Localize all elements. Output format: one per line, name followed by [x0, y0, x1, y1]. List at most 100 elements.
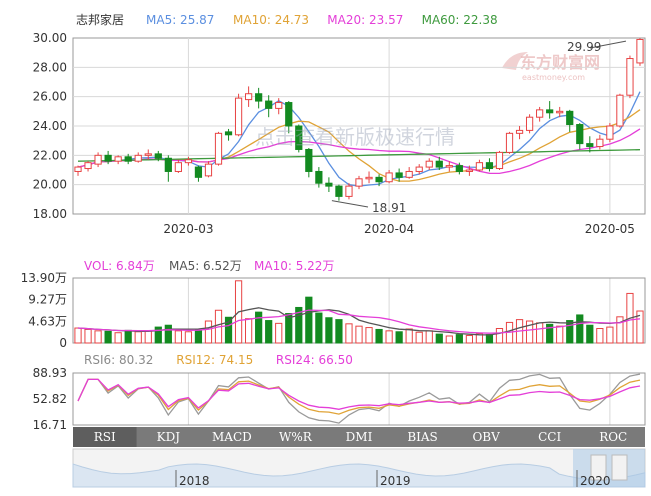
volume-bar — [425, 330, 433, 344]
vol-y-tick-label: 9.27万 — [28, 293, 67, 307]
tab-label[interactable]: DMI — [346, 430, 373, 444]
candle — [214, 131, 223, 166]
volume-bar — [616, 316, 624, 344]
vol-ma10-line — [77, 309, 641, 334]
navigator-left-handle[interactable] — [590, 454, 607, 481]
volume-bar — [405, 328, 413, 344]
rsi-lines — [77, 373, 641, 424]
candle — [234, 93, 243, 137]
volume-bar — [124, 329, 132, 344]
tab-label[interactable]: ROC — [599, 430, 627, 444]
candle-body — [124, 156, 132, 162]
rsi-panel-frame — [72, 372, 646, 426]
candle — [415, 164, 423, 175]
x-tick-label: 2020-05 — [585, 222, 635, 236]
tab-label[interactable]: MACD — [212, 430, 252, 444]
candle — [295, 124, 303, 153]
candle-body — [546, 109, 554, 114]
tab-cci[interactable]: CCI — [538, 430, 561, 444]
volume-bar — [315, 312, 323, 344]
candle — [515, 126, 524, 140]
candle — [606, 123, 614, 143]
tab-wr[interactable]: W%R — [279, 430, 313, 444]
navigator-labels: 2018 2019 2020 — [175, 470, 611, 488]
candle — [505, 131, 514, 154]
volume-bar — [305, 296, 313, 344]
rsi6-line — [77, 373, 641, 424]
tab-dmi[interactable]: DMI — [346, 430, 373, 444]
volume-bar — [365, 327, 373, 344]
volume-bar — [445, 335, 453, 344]
candle — [144, 149, 152, 160]
candle — [365, 171, 373, 184]
candle-body — [525, 116, 534, 131]
tab-roc[interactable]: ROC — [599, 430, 627, 444]
candle — [616, 93, 624, 128]
volume-bar — [164, 324, 172, 344]
x-tick-label: 2020-04 — [364, 222, 414, 236]
volume-bar — [556, 325, 564, 344]
candle — [475, 159, 484, 172]
indicator-tabs[interactable]: RSI KDJ MACD W%R DMI BIAS OBV CCI ROC — [73, 427, 627, 447]
tab-macd[interactable]: MACD — [212, 430, 252, 444]
volume-bar — [536, 322, 544, 344]
legend-item-1: MA5: 6.52万 — [169, 259, 242, 273]
volume-bar — [495, 328, 504, 344]
volume-bar — [204, 320, 213, 344]
candles — [74, 38, 644, 201]
tab-label[interactable]: CCI — [538, 430, 561, 444]
candle — [194, 165, 203, 182]
y-tick-label: 28.00 — [33, 60, 67, 74]
tab-label[interactable]: OBV — [472, 430, 500, 444]
candle — [455, 162, 463, 175]
tab-label[interactable]: KDJ — [157, 430, 181, 444]
ma-legend: MA5: 25.87 MA10: 24.73 MA20: 23.57 MA60: 22… — [146, 13, 498, 27]
volume-legend: VOL: 6.84万 MA5: 6.52万 MA10: 5.22万 — [84, 259, 334, 273]
volume-bar — [345, 323, 353, 344]
watermark[interactable]: 点击查看新版极速行情 — [255, 125, 455, 149]
candle-body — [245, 93, 253, 101]
candle-body — [265, 100, 273, 109]
candle — [636, 38, 644, 66]
tab-bias[interactable]: BIAS — [407, 430, 437, 444]
y-tick-label: 22.00 — [33, 148, 67, 162]
candle — [204, 161, 213, 178]
candle — [425, 158, 433, 170]
legend-item-0: MA5: 25.87 — [146, 13, 214, 27]
candle-body — [275, 102, 283, 109]
candle-body — [576, 124, 584, 145]
candle — [495, 150, 504, 170]
candle-body — [184, 159, 193, 164]
navigator-right-handle[interactable] — [611, 454, 628, 481]
candle — [224, 128, 233, 141]
y-tick-label: 30.00 — [33, 31, 67, 45]
candle-body — [445, 165, 453, 168]
tab-obv[interactable]: OBV — [472, 430, 500, 444]
navigator-selection[interactable] — [573, 449, 645, 487]
volume-bar — [596, 328, 604, 344]
rsi-y-tick-label: 52.82 — [33, 392, 67, 406]
tab-label[interactable]: RSI — [94, 430, 116, 444]
candle — [405, 167, 413, 179]
legend-item-1: RSI12: 74.15 — [176, 353, 253, 367]
tab-label[interactable]: W%R — [279, 430, 313, 444]
volume-bar — [415, 331, 423, 344]
volume-bar — [395, 331, 403, 344]
candle-body — [295, 125, 303, 150]
rsi-y-ticks: 88.93 52.82 16.71 — [33, 366, 67, 432]
tab-label[interactable]: BIAS — [407, 430, 437, 444]
tab-rsi[interactable]: RSI — [73, 427, 137, 447]
candle-body — [74, 166, 82, 172]
candle — [315, 167, 323, 188]
logo-swoosh-icon — [502, 52, 528, 70]
volume-bar — [455, 334, 463, 344]
candle-body — [335, 185, 343, 197]
candle-body — [495, 151, 504, 170]
candle — [395, 168, 403, 182]
candle — [556, 106, 564, 118]
tab-kdj[interactable]: KDJ — [157, 430, 181, 444]
candle — [104, 150, 112, 165]
candle-body — [586, 143, 594, 148]
legend-item-2: RSI24: 66.50 — [276, 353, 353, 367]
